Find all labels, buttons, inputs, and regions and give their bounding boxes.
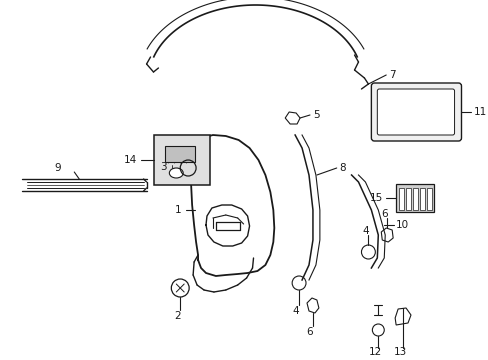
Text: 12: 12	[368, 347, 381, 357]
FancyBboxPatch shape	[426, 188, 431, 210]
FancyBboxPatch shape	[419, 188, 424, 210]
Text: 7: 7	[388, 70, 395, 80]
FancyBboxPatch shape	[398, 188, 403, 210]
Text: 3: 3	[160, 162, 166, 172]
Text: 1: 1	[174, 205, 181, 215]
Text: 4: 4	[292, 306, 299, 316]
FancyBboxPatch shape	[377, 89, 454, 135]
Text: 6: 6	[380, 209, 387, 219]
FancyBboxPatch shape	[165, 146, 195, 162]
Text: 2: 2	[174, 311, 180, 321]
Text: 8: 8	[339, 163, 346, 173]
Ellipse shape	[169, 168, 183, 178]
Text: 5: 5	[312, 110, 319, 120]
Text: 14: 14	[123, 155, 136, 165]
Text: 15: 15	[369, 193, 383, 203]
Text: 11: 11	[472, 107, 486, 117]
Text: 13: 13	[393, 347, 406, 357]
FancyBboxPatch shape	[153, 135, 209, 185]
Text: 4: 4	[362, 226, 368, 236]
Text: 10: 10	[395, 220, 408, 230]
FancyBboxPatch shape	[405, 188, 410, 210]
FancyBboxPatch shape	[412, 188, 417, 210]
FancyBboxPatch shape	[395, 184, 433, 212]
Text: 6: 6	[306, 327, 313, 337]
FancyBboxPatch shape	[370, 83, 461, 141]
Text: 9: 9	[54, 163, 61, 173]
